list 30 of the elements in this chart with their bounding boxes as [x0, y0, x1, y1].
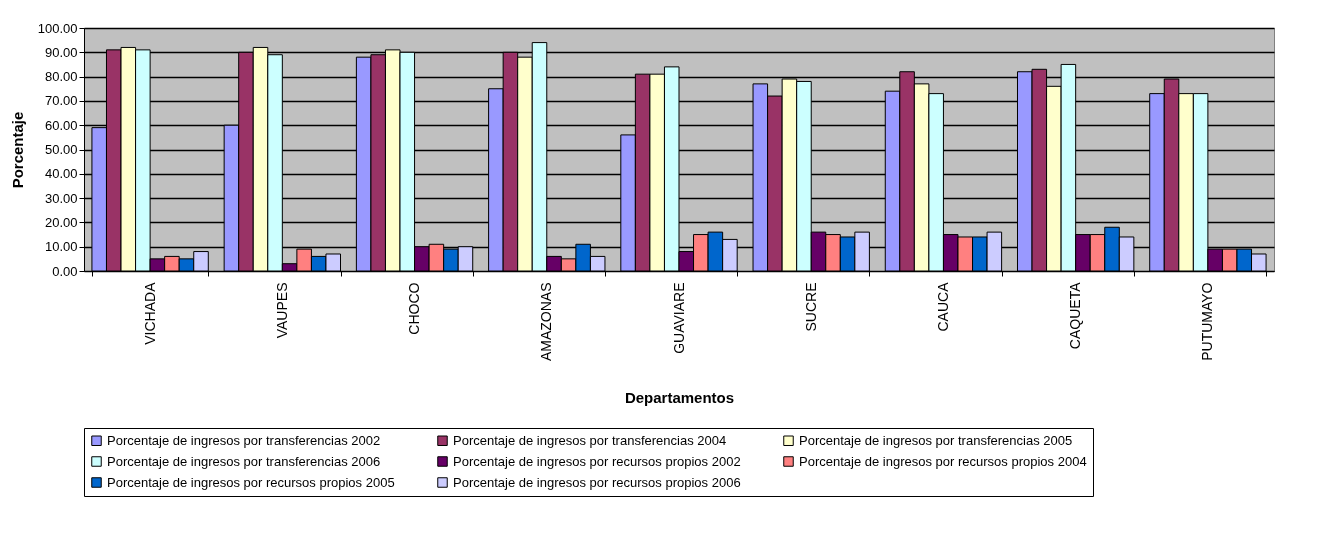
y-tick-label: 60.00 — [44, 117, 78, 133]
y-tick-label: 40.00 — [44, 166, 78, 182]
y-tick-label: 50.00 — [44, 142, 78, 157]
y-tick-label: 100.00 — [37, 20, 78, 36]
legend-label: Porcentaje de ingresos por transferencias 2005 — [799, 432, 1073, 448]
x-tick-label: CHOCO — [406, 282, 423, 335]
x-tick-label: CAQUETA — [1067, 281, 1084, 350]
y-tick-label: 0.00 — [52, 263, 78, 279]
legend-label: Porcentaje de ingresos por recursos propios 2004 — [799, 453, 1087, 469]
y-tick-label: 20.00 — [44, 214, 78, 230]
y-axis-title: Porcentaje — [8, 111, 26, 189]
y-tick-label: 30.00 — [44, 190, 78, 206]
legend-label: Porcentaje de ingresos por recursos propios 2006 — [453, 474, 741, 490]
x-tick-label: GUAVIARE — [670, 282, 687, 354]
y-tick-label: 10.00 — [44, 239, 78, 255]
x-tick-label: VICHADA — [141, 281, 158, 345]
legend-label: Porcentaje de ingresos por recursos propios 2005 — [107, 474, 395, 490]
x-tick-label: PUTUMAYO — [1199, 282, 1216, 361]
x-tick-label: SUCRE — [802, 282, 819, 332]
x-tick-label: CAUCA — [934, 281, 951, 332]
y-tick-label: 90.00 — [44, 44, 78, 60]
x-tick-label: VAUPES — [273, 282, 290, 339]
x-tick-label: AMAZONAS — [538, 282, 555, 362]
legend-label: Porcentaje de ingresos por transferencias 2004 — [453, 432, 727, 448]
legend-label: Porcentaje de ingresos por transferencias 2006 — [107, 453, 381, 469]
y-tick-label: 80.00 — [44, 69, 78, 85]
y-tick-label: 70.00 — [44, 93, 78, 109]
legend-label: Porcentaje de ingresos por recursos propios 2002 — [453, 453, 741, 469]
x-axis-title: Departamentos — [624, 389, 735, 407]
legend-label: Porcentaje de ingresos por transferencias 2002 — [107, 432, 381, 448]
